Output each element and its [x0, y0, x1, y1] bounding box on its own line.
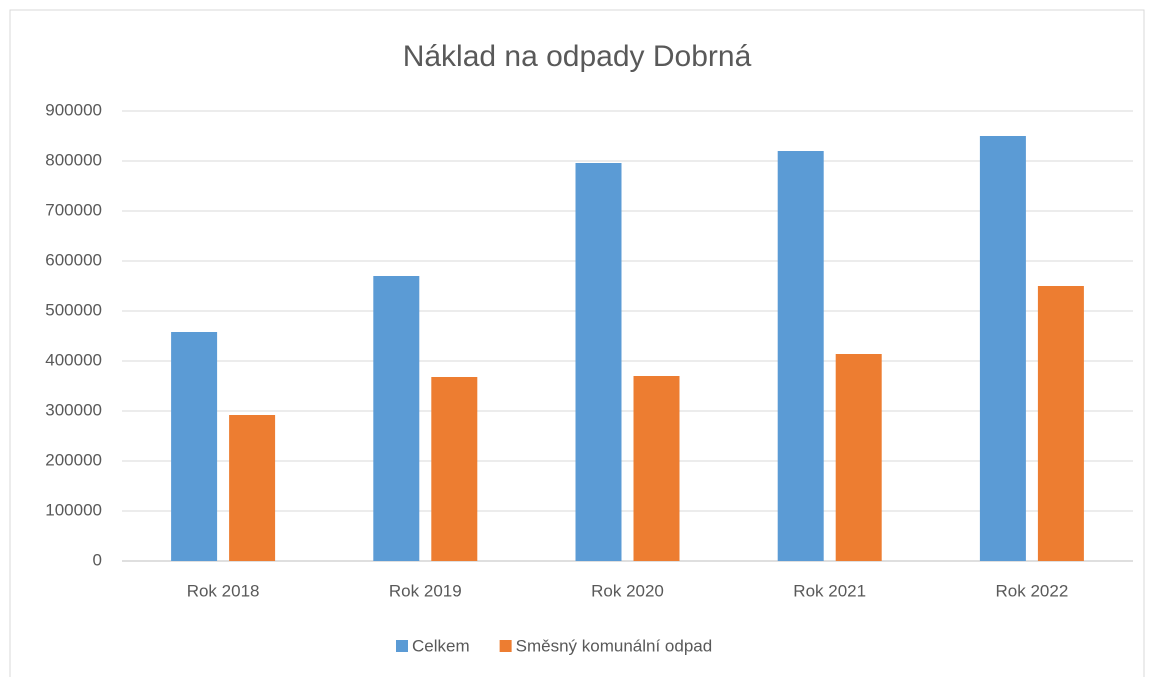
bar — [431, 377, 478, 561]
legend-label: Směsný komunální odpad — [516, 636, 713, 655]
bar — [373, 276, 420, 561]
bar — [575, 163, 622, 561]
y-tick-label: 400000 — [45, 350, 102, 369]
bar — [171, 332, 218, 561]
y-tick-label: 300000 — [45, 400, 102, 419]
legend-swatch — [396, 640, 408, 652]
x-tick-label: Rok 2021 — [793, 581, 866, 600]
y-tick-label: 900000 — [45, 100, 102, 119]
bar — [1037, 286, 1084, 561]
y-tick-label: 500000 — [45, 300, 102, 319]
y-tick-label: 0 — [93, 550, 102, 569]
x-tick-label: Rok 2019 — [389, 581, 462, 600]
y-tick-label: 100000 — [45, 500, 102, 519]
bar — [835, 354, 882, 561]
bar — [633, 376, 680, 561]
chart-title: Náklad na odpady Dobrná — [403, 40, 752, 73]
y-tick-label: 700000 — [45, 200, 102, 219]
bar — [229, 415, 276, 561]
y-tick-label: 600000 — [45, 250, 102, 269]
bar — [777, 151, 824, 561]
legend-swatch — [499, 640, 512, 652]
legend-label: Celkem — [412, 636, 470, 655]
y-tick-label: 200000 — [45, 450, 102, 469]
y-tick-label: 800000 — [45, 150, 102, 169]
x-tick-label: Rok 2022 — [996, 581, 1069, 600]
x-tick-label: Rok 2018 — [187, 581, 260, 600]
x-tick-label: Rok 2020 — [591, 581, 664, 600]
bar — [979, 136, 1026, 561]
